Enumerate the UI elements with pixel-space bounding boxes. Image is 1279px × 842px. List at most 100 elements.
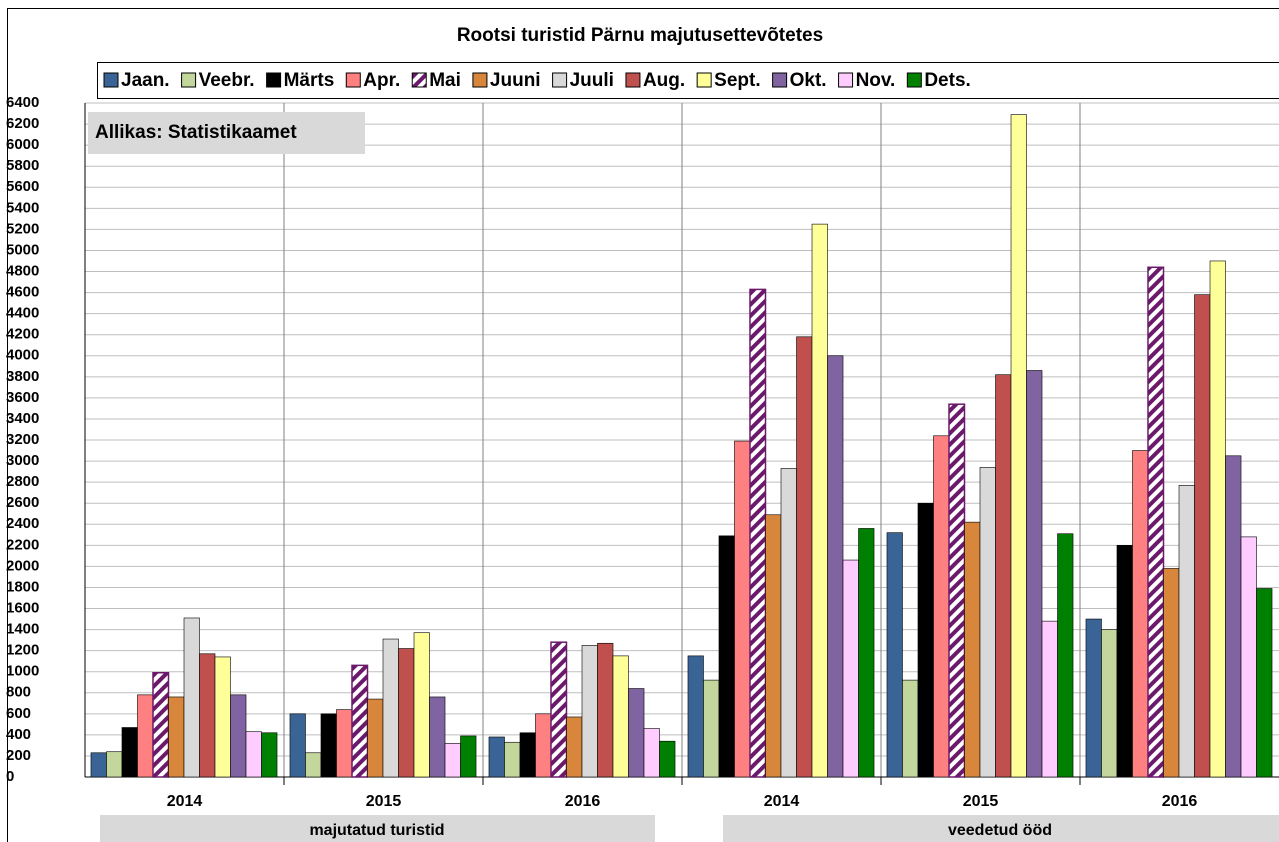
- y-tick-label: 2400: [6, 515, 39, 532]
- bar: [214, 656, 231, 778]
- bar: [597, 642, 614, 778]
- bar: [902, 679, 919, 778]
- bar: [612, 655, 629, 778]
- legend-label: Apr.: [363, 70, 400, 91]
- legend-box: [97, 62, 1279, 99]
- bar: [687, 655, 704, 778]
- legend-label: Aug.: [643, 70, 685, 91]
- bar: [1225, 455, 1242, 778]
- y-tick-label: 5800: [6, 157, 39, 174]
- bar: [1194, 294, 1211, 778]
- bar: [1163, 568, 1180, 778]
- bar: [628, 688, 645, 778]
- bar: [581, 645, 598, 778]
- legend-label: Jaan.: [121, 70, 170, 91]
- group-box: [100, 815, 655, 842]
- bar: [413, 632, 430, 778]
- bar: [183, 617, 200, 778]
- y-tick-label: 2000: [6, 557, 39, 574]
- bar: [917, 502, 934, 778]
- bar: [460, 735, 477, 778]
- bar: [1147, 266, 1165, 778]
- bar: [90, 752, 107, 778]
- bar: [199, 653, 216, 778]
- bar: [351, 664, 369, 778]
- chart-frame: [7, 8, 1279, 842]
- bar: [703, 679, 720, 778]
- bar: [1178, 484, 1195, 778]
- y-tick-label: 4000: [6, 347, 39, 364]
- bar: [858, 528, 875, 778]
- y-tick-label: 6000: [6, 136, 39, 153]
- x-tick-label: 2014: [167, 793, 203, 810]
- bar: [1256, 588, 1273, 778]
- bar: [230, 694, 247, 778]
- legend-label: Nov.: [856, 70, 896, 91]
- legend-swatch: [181, 72, 197, 88]
- legend-label: Okt.: [790, 70, 827, 91]
- bar: [659, 740, 676, 778]
- legend-swatch: [472, 72, 488, 88]
- bar: [382, 638, 399, 778]
- legend-swatch: [345, 72, 361, 88]
- bar: [718, 535, 735, 778]
- y-tick-label: 3400: [6, 410, 39, 427]
- bar: [979, 467, 996, 778]
- bar: [842, 559, 859, 778]
- x-tick-label: 2016: [1162, 793, 1198, 810]
- legend-swatch: [772, 72, 788, 88]
- legend-label: Juuni: [490, 70, 541, 91]
- y-tick-label: 1800: [6, 578, 39, 595]
- bar: [1041, 620, 1058, 778]
- bar: [780, 468, 797, 778]
- y-tick-label: 5600: [6, 178, 39, 195]
- bar: [886, 532, 903, 778]
- bar: [566, 716, 583, 778]
- bar: [964, 521, 981, 778]
- bar: [367, 698, 384, 778]
- annotation: Allikas: Statistikaamet: [95, 122, 297, 143]
- bar: [827, 355, 844, 778]
- legend-swatch: [625, 72, 641, 88]
- bar: [1085, 618, 1102, 778]
- legend-swatch: [552, 72, 568, 88]
- y-tick-label: 6200: [6, 115, 39, 132]
- y-tick-label: 5200: [6, 220, 39, 237]
- y-tick-label: 4400: [6, 305, 39, 322]
- legend-label: Märts: [284, 70, 335, 91]
- bar: [1010, 114, 1027, 778]
- group-label: majutatud turistid: [309, 822, 444, 839]
- bar: [429, 696, 446, 778]
- legend-label: Juuli: [570, 70, 614, 91]
- bar: [168, 696, 185, 778]
- legend-label: Dets.: [924, 70, 970, 91]
- y-tick-label: 1200: [6, 642, 39, 659]
- y-tick-label: 1600: [6, 599, 39, 616]
- bar: [305, 752, 322, 778]
- legend-swatch: [103, 72, 119, 88]
- bar: [535, 713, 552, 778]
- bar: [643, 728, 660, 778]
- bar: [444, 742, 461, 778]
- bar: [1240, 536, 1257, 778]
- y-tick-label: 3200: [6, 431, 39, 448]
- y-tick-label: 1000: [6, 663, 39, 680]
- bar: [488, 736, 505, 778]
- legend-swatch: [411, 72, 427, 88]
- y-tick-label: 3600: [6, 389, 39, 406]
- legend-label: Veebr.: [199, 70, 255, 91]
- x-tick-label: 2015: [963, 793, 999, 810]
- legend-label: Sept.: [714, 70, 760, 91]
- bar: [320, 713, 337, 778]
- chart-title: Rootsi turistid Pärnu majutusettevõtetes: [457, 25, 823, 46]
- group-box: [723, 815, 1279, 842]
- y-tick-label: 400: [6, 726, 31, 743]
- group-label: veedetud ööd: [948, 822, 1052, 839]
- y-tick-label: 4800: [6, 262, 39, 279]
- bar: [137, 694, 154, 778]
- bar: [948, 403, 966, 778]
- bar: [1101, 629, 1118, 778]
- y-tick-label: 5400: [6, 199, 39, 216]
- bar: [261, 732, 278, 778]
